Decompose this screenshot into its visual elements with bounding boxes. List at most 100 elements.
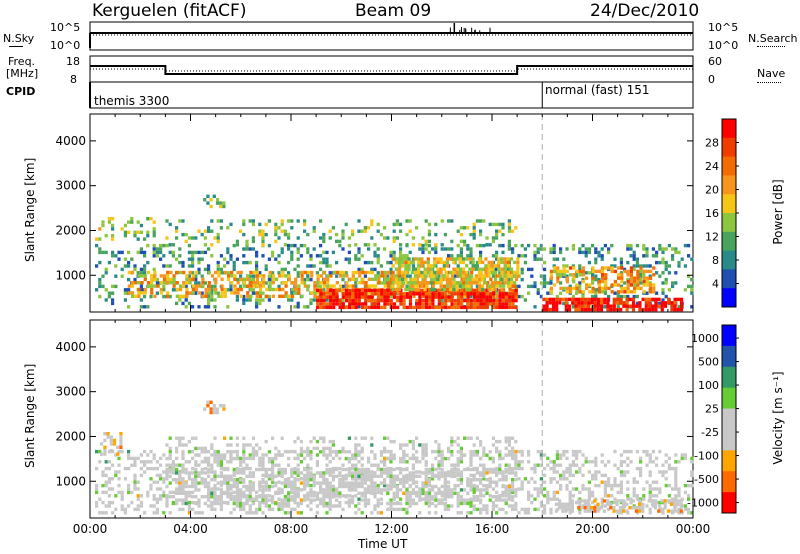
velocity-cell (392, 501, 396, 506)
power-cell (396, 274, 400, 278)
velocity-cell (587, 490, 591, 495)
velocity-cell (261, 511, 265, 515)
power-cell (319, 281, 323, 285)
velocity-cell (562, 449, 566, 454)
velocity-cell (159, 494, 163, 498)
power-cell (508, 292, 512, 296)
power-cell (251, 274, 255, 278)
velocity-cell (283, 498, 287, 502)
velocity-cell (472, 474, 476, 478)
velocity-cell (168, 446, 172, 451)
power-cell (604, 279, 608, 284)
velocity-cell (367, 478, 371, 482)
power-cell (201, 281, 205, 285)
velocity-cell (159, 477, 163, 481)
power-cell (597, 279, 601, 284)
velocity-cell (136, 504, 140, 508)
velocity-cell (418, 443, 422, 447)
velocity-cell (309, 488, 313, 492)
velocity-cell (290, 490, 294, 495)
power-cell (450, 295, 454, 299)
velocity-cell (178, 474, 182, 478)
power-cell (127, 288, 131, 292)
velocity-cell (184, 498, 188, 502)
velocity-cell (456, 443, 460, 447)
velocity-cell (411, 498, 415, 502)
velocity-cell (104, 504, 108, 508)
power-cell (255, 298, 259, 302)
velocity-cell (239, 456, 243, 461)
velocity-cell (322, 478, 326, 482)
velocity-cell (648, 470, 652, 474)
power-cell (471, 264, 475, 268)
velocity-cell (447, 471, 451, 475)
power-cell (466, 302, 470, 306)
power-cell (404, 264, 408, 268)
velocity-cell (552, 494, 556, 498)
power-cell (207, 294, 211, 299)
velocity-cell (229, 453, 233, 457)
power-cell (322, 236, 326, 240)
power-cell (290, 291, 294, 295)
velocity-cell (139, 460, 143, 464)
power-cell (442, 260, 446, 265)
velocity-cell (338, 500, 342, 505)
power-cell (542, 307, 546, 312)
power-cell (153, 274, 157, 278)
power-cell (445, 277, 450, 282)
power-cell (335, 239, 339, 244)
velocity-cell (248, 484, 252, 489)
velocity-cell (517, 460, 521, 464)
velocity-cell (456, 467, 460, 472)
velocity-cell (245, 484, 249, 489)
power-cell (402, 295, 406, 299)
power-cell (565, 264, 569, 268)
velocity-cell (629, 449, 633, 454)
power-cell (577, 301, 581, 305)
power-cell (565, 276, 569, 280)
velocity-cell (437, 491, 441, 495)
power-cell (456, 254, 460, 258)
velocity-cell (440, 498, 444, 502)
power-cell (226, 277, 231, 281)
power-cell (472, 295, 477, 299)
velocity-cell (421, 453, 425, 457)
velocity-cell (271, 436, 275, 440)
velocity-cell (360, 498, 364, 502)
velocity-cell (549, 480, 553, 484)
power-cell (667, 301, 671, 305)
velocity-cell (315, 460, 319, 464)
power-cell (508, 270, 512, 275)
power-cell (567, 304, 572, 308)
power-cell (360, 254, 364, 258)
power-cell (597, 269, 601, 274)
power-cell (523, 254, 527, 258)
power-cell (229, 288, 233, 292)
power-cell (389, 260, 393, 265)
velocity-cell (187, 471, 191, 475)
power-cell (255, 274, 259, 278)
power-cell (468, 277, 472, 282)
power-cell (175, 270, 179, 275)
velocity-cell (127, 466, 131, 471)
power-cell (251, 247, 255, 251)
velocity-cell (175, 501, 179, 506)
power-cell (504, 295, 509, 299)
velocity-cell (213, 501, 217, 506)
velocity-cell (501, 494, 505, 498)
velocity-cell (523, 477, 527, 481)
power-cell (412, 294, 416, 298)
power-cell (594, 274, 598, 278)
power-cell (123, 264, 127, 268)
velocity-cell (507, 467, 511, 472)
power-cell (506, 267, 510, 271)
velocity-cell (443, 483, 447, 488)
power-cell (477, 270, 482, 275)
power-cell (274, 226, 278, 230)
power-cell (587, 260, 591, 265)
velocity-cell (363, 504, 367, 508)
velocity-cell (565, 456, 569, 461)
power-cell (645, 250, 649, 255)
velocity-cell (328, 439, 332, 444)
power-cell (139, 284, 143, 289)
